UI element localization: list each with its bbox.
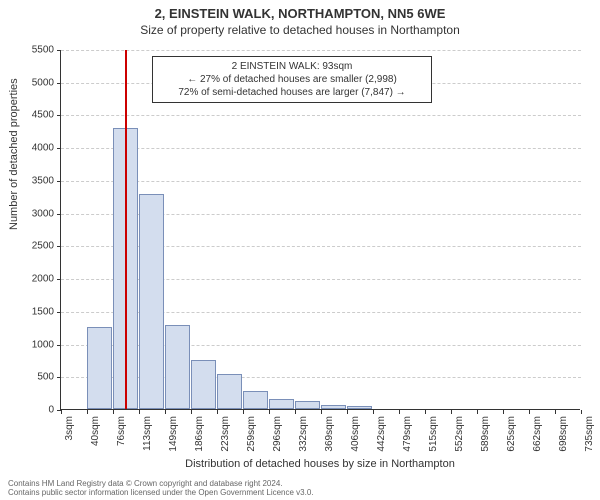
xtick-mark	[191, 410, 192, 414]
ytick-label: 3000	[14, 208, 54, 219]
xtick-mark	[425, 410, 426, 414]
gridline	[61, 148, 581, 149]
footer-line1: Contains HM Land Registry data © Crown c…	[8, 479, 314, 489]
footer-attribution: Contains HM Land Registry data © Crown c…	[8, 479, 314, 498]
xtick-label: 76sqm	[116, 416, 127, 446]
histogram-bar	[165, 325, 190, 409]
xtick-mark	[61, 410, 62, 414]
xtick-label: 552sqm	[454, 416, 465, 452]
histogram-bar	[269, 399, 294, 409]
ytick-label: 3500	[14, 175, 54, 186]
plot-region: 0500100015002000250030003500400045005000…	[60, 50, 580, 410]
xtick-mark	[87, 410, 88, 414]
histogram-bar	[217, 374, 242, 409]
xtick-label: 149sqm	[168, 416, 179, 452]
xtick-mark	[321, 410, 322, 414]
footer-line2: Contains public sector information licen…	[8, 488, 314, 498]
xtick-mark	[139, 410, 140, 414]
ytick-mark	[57, 214, 61, 215]
ytick-label: 0	[14, 405, 54, 416]
histogram-bar	[87, 327, 112, 409]
annotation-line2: ← 27% of detached houses are smaller (2,…	[159, 73, 425, 86]
xtick-mark	[217, 410, 218, 414]
xtick-mark	[581, 410, 582, 414]
annotation-box: 2 EINSTEIN WALK: 93sqm ← 27% of detached…	[152, 56, 432, 103]
ytick-label: 4000	[14, 143, 54, 154]
gridline	[61, 115, 581, 116]
xtick-label: 698sqm	[558, 416, 569, 452]
xtick-label: 3sqm	[64, 416, 75, 440]
xtick-label: 406sqm	[350, 416, 361, 452]
histogram-bar	[243, 391, 268, 409]
annotation-line1: 2 EINSTEIN WALK: 93sqm	[159, 60, 425, 73]
xtick-mark	[451, 410, 452, 414]
xtick-label: 223sqm	[220, 416, 231, 452]
ytick-label: 2500	[14, 241, 54, 252]
xtick-label: 369sqm	[324, 416, 335, 452]
histogram-bar	[295, 401, 320, 409]
ytick-mark	[57, 50, 61, 51]
chart-area: 0500100015002000250030003500400045005000…	[60, 50, 580, 410]
xtick-mark	[399, 410, 400, 414]
xtick-mark	[165, 410, 166, 414]
gridline	[61, 50, 581, 51]
ytick-mark	[57, 83, 61, 84]
chart-container: 2, EINSTEIN WALK, NORTHAMPTON, NN5 6WE S…	[0, 0, 600, 500]
histogram-bar	[191, 360, 216, 409]
ytick-label: 1500	[14, 306, 54, 317]
xtick-label: 259sqm	[246, 416, 257, 452]
xtick-mark	[347, 410, 348, 414]
xtick-label: 332sqm	[298, 416, 309, 452]
xtick-mark	[373, 410, 374, 414]
xtick-label: 662sqm	[532, 416, 543, 452]
ytick-label: 5000	[14, 77, 54, 88]
gridline	[61, 181, 581, 182]
ytick-mark	[57, 115, 61, 116]
chart-title: 2, EINSTEIN WALK, NORTHAMPTON, NN5 6WE	[0, 0, 600, 21]
ytick-mark	[57, 148, 61, 149]
ytick-label: 500	[14, 372, 54, 383]
ytick-mark	[57, 345, 61, 346]
ytick-mark	[57, 312, 61, 313]
xtick-label: 113sqm	[142, 416, 153, 451]
ytick-mark	[57, 279, 61, 280]
ytick-mark	[57, 246, 61, 247]
xtick-label: 515sqm	[428, 416, 439, 452]
xtick-label: 625sqm	[506, 416, 517, 452]
histogram-bar	[321, 405, 346, 409]
xtick-label: 479sqm	[402, 416, 413, 452]
xtick-label: 735sqm	[584, 416, 595, 452]
xtick-label: 186sqm	[194, 416, 205, 452]
ytick-label: 2000	[14, 274, 54, 285]
marker-line	[125, 50, 127, 409]
xtick-label: 40sqm	[90, 416, 101, 446]
xtick-label: 442sqm	[376, 416, 387, 452]
xtick-mark	[269, 410, 270, 414]
ytick-label: 4500	[14, 110, 54, 121]
xtick-mark	[529, 410, 530, 414]
xtick-mark	[113, 410, 114, 414]
ytick-mark	[57, 181, 61, 182]
histogram-bar	[139, 194, 164, 409]
ytick-label: 5500	[14, 45, 54, 56]
ytick-mark	[57, 377, 61, 378]
xtick-mark	[555, 410, 556, 414]
histogram-bar	[347, 406, 372, 409]
chart-subtitle: Size of property relative to detached ho…	[0, 21, 600, 37]
ytick-label: 1000	[14, 339, 54, 350]
xtick-mark	[503, 410, 504, 414]
xtick-mark	[243, 410, 244, 414]
xtick-mark	[295, 410, 296, 414]
xtick-mark	[477, 410, 478, 414]
xtick-label: 296sqm	[272, 416, 283, 452]
xtick-label: 589sqm	[480, 416, 491, 452]
x-axis-label: Distribution of detached houses by size …	[60, 458, 580, 470]
annotation-line3: 72% of semi-detached houses are larger (…	[159, 86, 425, 99]
